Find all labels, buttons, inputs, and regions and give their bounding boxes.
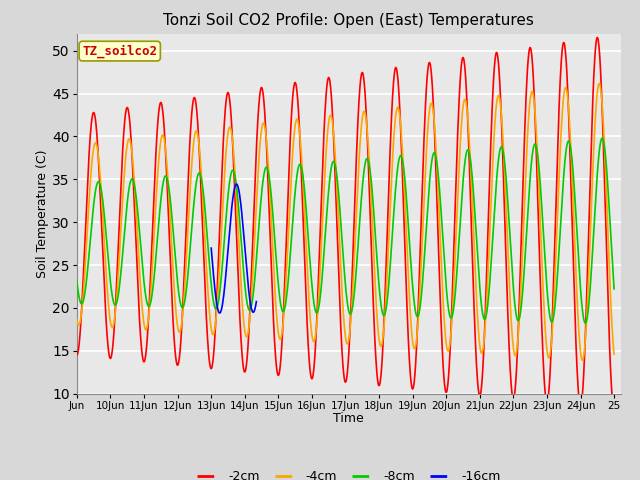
X-axis label: Time: Time: [333, 412, 364, 425]
Text: TZ_soilco2: TZ_soilco2: [82, 44, 157, 58]
Title: Tonzi Soil CO2 Profile: Open (East) Temperatures: Tonzi Soil CO2 Profile: Open (East) Temp…: [163, 13, 534, 28]
Y-axis label: Soil Temperature (C): Soil Temperature (C): [36, 149, 49, 278]
Legend: -2cm, -4cm, -8cm, -16cm: -2cm, -4cm, -8cm, -16cm: [192, 465, 506, 480]
